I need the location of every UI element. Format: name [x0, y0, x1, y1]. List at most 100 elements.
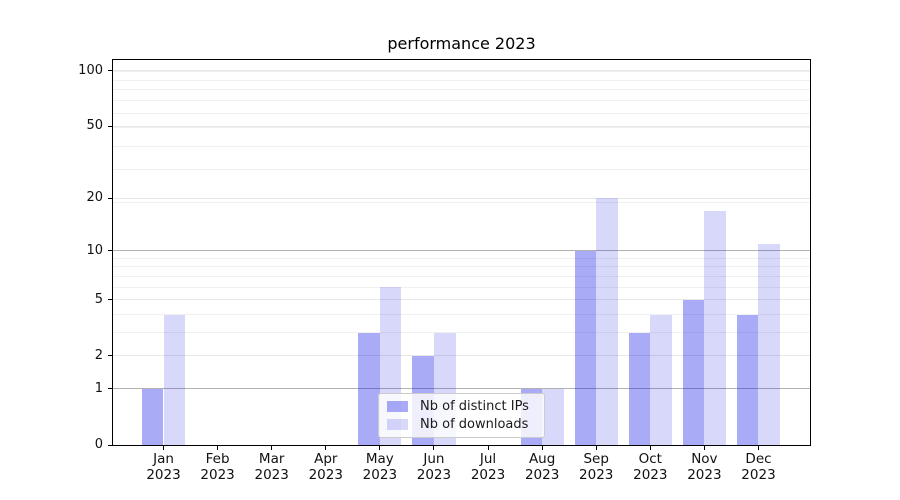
x-tick-mark — [541, 446, 543, 450]
bar-distinct-ips-nov — [682, 299, 705, 445]
x-tick-year: 2023 — [416, 467, 452, 483]
x-tick-year: 2023 — [633, 467, 668, 483]
y-tick-mark — [108, 388, 112, 390]
x-tick-label-jun: Jun 2023 — [404, 451, 464, 483]
x-tick-mark — [379, 446, 381, 450]
x-tick-label-dec: Dec 2023 — [728, 451, 788, 483]
plot-area: Nb of distinct IPs Nb of downloads — [108, 59, 811, 450]
x-tick-month: May — [365, 451, 394, 467]
gridline-minor-y-59 — [113, 112, 810, 114]
x-tick-year: 2023 — [687, 467, 722, 483]
gridline-minor-y-3 — [113, 332, 810, 334]
gridline-minor-y-4 — [113, 314, 810, 316]
x-tick-year: 2023 — [524, 467, 560, 483]
x-tick-mark — [325, 446, 327, 450]
y-tick-label: 20 — [86, 190, 103, 206]
x-tick-mark — [271, 446, 273, 450]
x-tick-month: Sep — [583, 451, 609, 467]
legend-item-distinct-ips: Nb of distinct IPs — [387, 398, 536, 415]
y-tick-label: 0 — [94, 437, 103, 452]
gridline-minor-y-49 — [113, 127, 810, 129]
x-tick-year: 2023 — [579, 467, 614, 483]
bar-downloads-dec — [758, 243, 781, 445]
legend-label-distinct-ips: Nb of distinct IPs — [420, 399, 529, 414]
gridline-y-20 — [113, 197, 810, 199]
x-tick-label-mar: Mar 2023 — [242, 451, 302, 483]
bar-downloads-sep — [596, 198, 618, 445]
gridline-minor-y-19 — [113, 201, 810, 203]
y-tick-label: 100 — [78, 62, 103, 78]
y-tick-mark — [108, 197, 112, 199]
x-tick-label-jan: Jan 2023 — [134, 451, 194, 483]
x-tick-mark — [217, 446, 219, 450]
gridline-minor-y-8 — [113, 266, 810, 268]
x-tick-label-aug: Aug 2023 — [512, 451, 572, 483]
gridline-y-10 — [113, 250, 810, 252]
gridline-y-2 — [113, 355, 810, 357]
x-tick-month: Jul — [479, 451, 497, 467]
chart-title: performance 2023 — [387, 34, 536, 53]
x-tick-year: 2023 — [308, 467, 343, 483]
legend-item-downloads: Nb of downloads — [387, 416, 536, 433]
x-tick-year: 2023 — [741, 467, 776, 483]
x-tick-month: Dec — [745, 451, 772, 467]
gridline-y-1 — [113, 388, 810, 390]
x-tick-label-apr: Apr 2023 — [296, 451, 356, 483]
x-tick-mark — [595, 446, 597, 450]
bar-distinct-ips-may — [358, 332, 380, 445]
gridline-minor-y-29 — [113, 168, 810, 170]
legend-swatch-downloads — [387, 419, 408, 430]
x-tick-label-nov: Nov 2023 — [674, 451, 734, 483]
gridline-minor-y-79 — [113, 89, 810, 91]
y-tick-mark — [108, 125, 112, 127]
y-tick-mark — [108, 355, 112, 357]
x-tick-year: 2023 — [146, 467, 181, 483]
gridline-y-5 — [113, 299, 810, 301]
bar-distinct-ips-jan — [141, 388, 164, 445]
bar-downloads-jan — [163, 314, 186, 445]
gridline-minor-y-9 — [113, 257, 810, 259]
x-tick-label-sep: Sep 2023 — [566, 451, 626, 483]
gridline-minor-y-69 — [113, 100, 810, 102]
y-tick-label: 2 — [94, 347, 103, 363]
x-tick-mark — [703, 446, 705, 450]
bar-distinct-ips-sep — [574, 250, 597, 445]
legend-label-downloads: Nb of downloads — [420, 417, 529, 432]
x-tick-month: Feb — [205, 451, 230, 467]
y-tick-label: 1 — [94, 380, 103, 396]
x-tick-mark — [163, 446, 164, 450]
x-tick-year: 2023 — [200, 467, 235, 483]
bar-distinct-ips-dec — [736, 314, 759, 445]
bar-downloads-oct — [650, 314, 672, 445]
x-tick-mark — [757, 446, 759, 450]
bar-distinct-ips-oct — [628, 332, 651, 445]
bar-downloads-nov — [704, 210, 726, 445]
x-tick-month: Nov — [691, 451, 718, 467]
x-tick-mark — [649, 446, 651, 450]
y-tick-label: 10 — [86, 242, 103, 258]
x-tick-month: Aug — [528, 451, 556, 467]
gridline-y-100 — [113, 70, 810, 72]
legend: Nb of distinct IPs Nb of downloads — [378, 393, 545, 438]
x-tick-label-may: May 2023 — [350, 451, 410, 483]
gridline-y-50 — [113, 125, 810, 127]
y-tick-label: 50 — [86, 118, 103, 134]
x-tick-mark — [433, 446, 435, 450]
gridline-minor-y-7 — [113, 275, 810, 277]
gridline-minor-y-99 — [113, 71, 810, 73]
x-tick-month: Jun — [423, 451, 445, 467]
x-tick-mark — [487, 446, 489, 450]
legend-swatch-distinct-ips — [387, 401, 408, 412]
x-tick-label-jul: Jul 2023 — [458, 451, 518, 483]
x-tick-label-feb: Feb 2023 — [188, 451, 248, 483]
x-tick-year: 2023 — [254, 467, 289, 483]
gridline-minor-y-89 — [113, 79, 810, 81]
x-tick-month: Oct — [638, 451, 662, 467]
y-tick-mark — [108, 70, 112, 72]
x-tick-month: Jan — [153, 451, 174, 467]
y-tick-mark — [108, 250, 112, 252]
x-tick-month: Apr — [314, 451, 338, 467]
x-tick-label-oct: Oct 2023 — [620, 451, 680, 483]
y-tick-mark — [108, 299, 112, 301]
